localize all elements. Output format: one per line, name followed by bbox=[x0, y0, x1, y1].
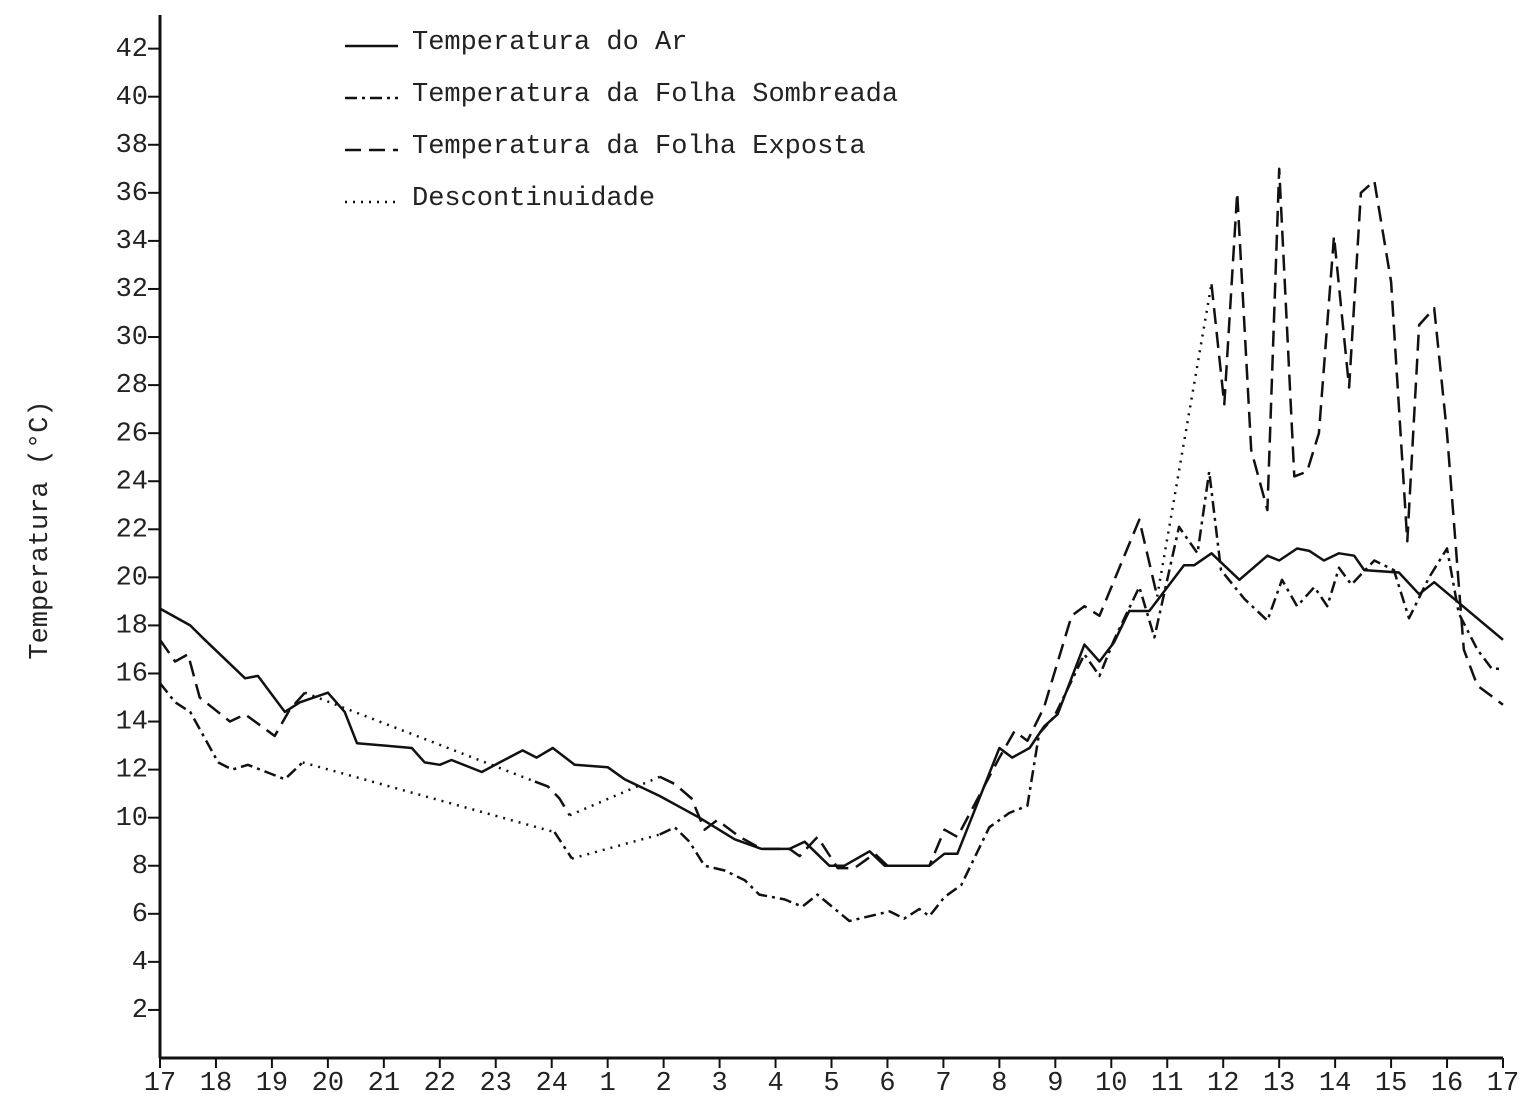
x-tick-label: 9 bbox=[1047, 1069, 1063, 1099]
x-tick-label: 20 bbox=[312, 1069, 344, 1099]
legend-label: Descontinuidade bbox=[412, 184, 655, 214]
x-tick-label: 10 bbox=[1095, 1069, 1127, 1099]
y-tick-label: 24 bbox=[116, 467, 148, 497]
y-tick-label: 16 bbox=[116, 660, 148, 690]
y-tick-label: 28 bbox=[116, 371, 148, 401]
y-tick-label: 38 bbox=[116, 131, 148, 161]
y-tick-label: 34 bbox=[116, 227, 148, 257]
series-line bbox=[553, 831, 573, 860]
x-tick-label: 15 bbox=[1375, 1069, 1407, 1099]
legend-label: Temperatura do Ar bbox=[412, 28, 687, 58]
x-tick-label: 12 bbox=[1207, 1069, 1239, 1099]
x-tick-label: 14 bbox=[1319, 1069, 1351, 1099]
series-line bbox=[534, 780, 571, 816]
series-line bbox=[159, 682, 304, 781]
x-tick-label: 22 bbox=[424, 1069, 456, 1099]
y-tick-label: 8 bbox=[132, 852, 148, 882]
x-tick-label: 19 bbox=[256, 1069, 288, 1099]
x-tick-label: 11 bbox=[1151, 1069, 1183, 1099]
x-tick-label: 23 bbox=[480, 1069, 512, 1099]
series-line bbox=[659, 518, 1159, 870]
y-tick-label: 22 bbox=[116, 515, 148, 545]
discontinuity-line bbox=[569, 775, 661, 817]
x-tick-label: 5 bbox=[823, 1069, 839, 1099]
series-line bbox=[159, 547, 1504, 867]
discontinuity-line bbox=[302, 761, 555, 834]
x-tick-label: 16 bbox=[1431, 1069, 1463, 1099]
y-tick-label: 2 bbox=[132, 996, 148, 1026]
discontinuity-line bbox=[571, 833, 661, 860]
y-tick-label: 4 bbox=[132, 948, 148, 978]
y-tick-label: 26 bbox=[116, 419, 148, 449]
y-tick-label: 40 bbox=[116, 83, 148, 113]
x-tick-label: 6 bbox=[879, 1069, 895, 1099]
y-tick-label: 30 bbox=[116, 323, 148, 353]
x-tick-label: 17 bbox=[1487, 1069, 1519, 1099]
series-line bbox=[158, 639, 306, 738]
y-tick-label: 32 bbox=[116, 275, 148, 305]
y-tick-label: 42 bbox=[116, 35, 148, 65]
y-tick-label: 6 bbox=[132, 900, 148, 930]
series-line bbox=[659, 470, 1503, 923]
y-tick-label: 10 bbox=[116, 804, 148, 834]
x-tick-label: 7 bbox=[935, 1069, 951, 1099]
y-axis-label: Temperatura (°C) bbox=[26, 400, 56, 659]
x-tick-label: 18 bbox=[200, 1069, 232, 1099]
x-tick-label: 21 bbox=[368, 1069, 400, 1099]
y-tick-label: 12 bbox=[116, 756, 148, 786]
x-tick-label: 4 bbox=[767, 1069, 783, 1099]
x-tick-label: 2 bbox=[656, 1069, 672, 1099]
x-tick-label: 13 bbox=[1263, 1069, 1295, 1099]
discontinuity-line bbox=[1155, 283, 1213, 597]
y-tick-label: 18 bbox=[116, 612, 148, 642]
legend-label: Temperatura da Folha Exposta bbox=[412, 132, 866, 162]
x-tick-label: 8 bbox=[991, 1069, 1007, 1099]
discontinuity-line bbox=[304, 691, 536, 783]
legend-label: Temperatura da Folha Sombreada bbox=[412, 80, 898, 110]
y-tick-label: 36 bbox=[116, 179, 148, 209]
y-tick-label: 20 bbox=[116, 563, 148, 593]
y-tick-label: 14 bbox=[116, 708, 148, 738]
x-tick-label: 17 bbox=[144, 1069, 176, 1099]
x-tick-label: 1 bbox=[600, 1069, 616, 1099]
x-tick-label: 3 bbox=[711, 1069, 727, 1099]
series-line bbox=[1210, 167, 1504, 706]
x-tick-label: 24 bbox=[536, 1069, 568, 1099]
